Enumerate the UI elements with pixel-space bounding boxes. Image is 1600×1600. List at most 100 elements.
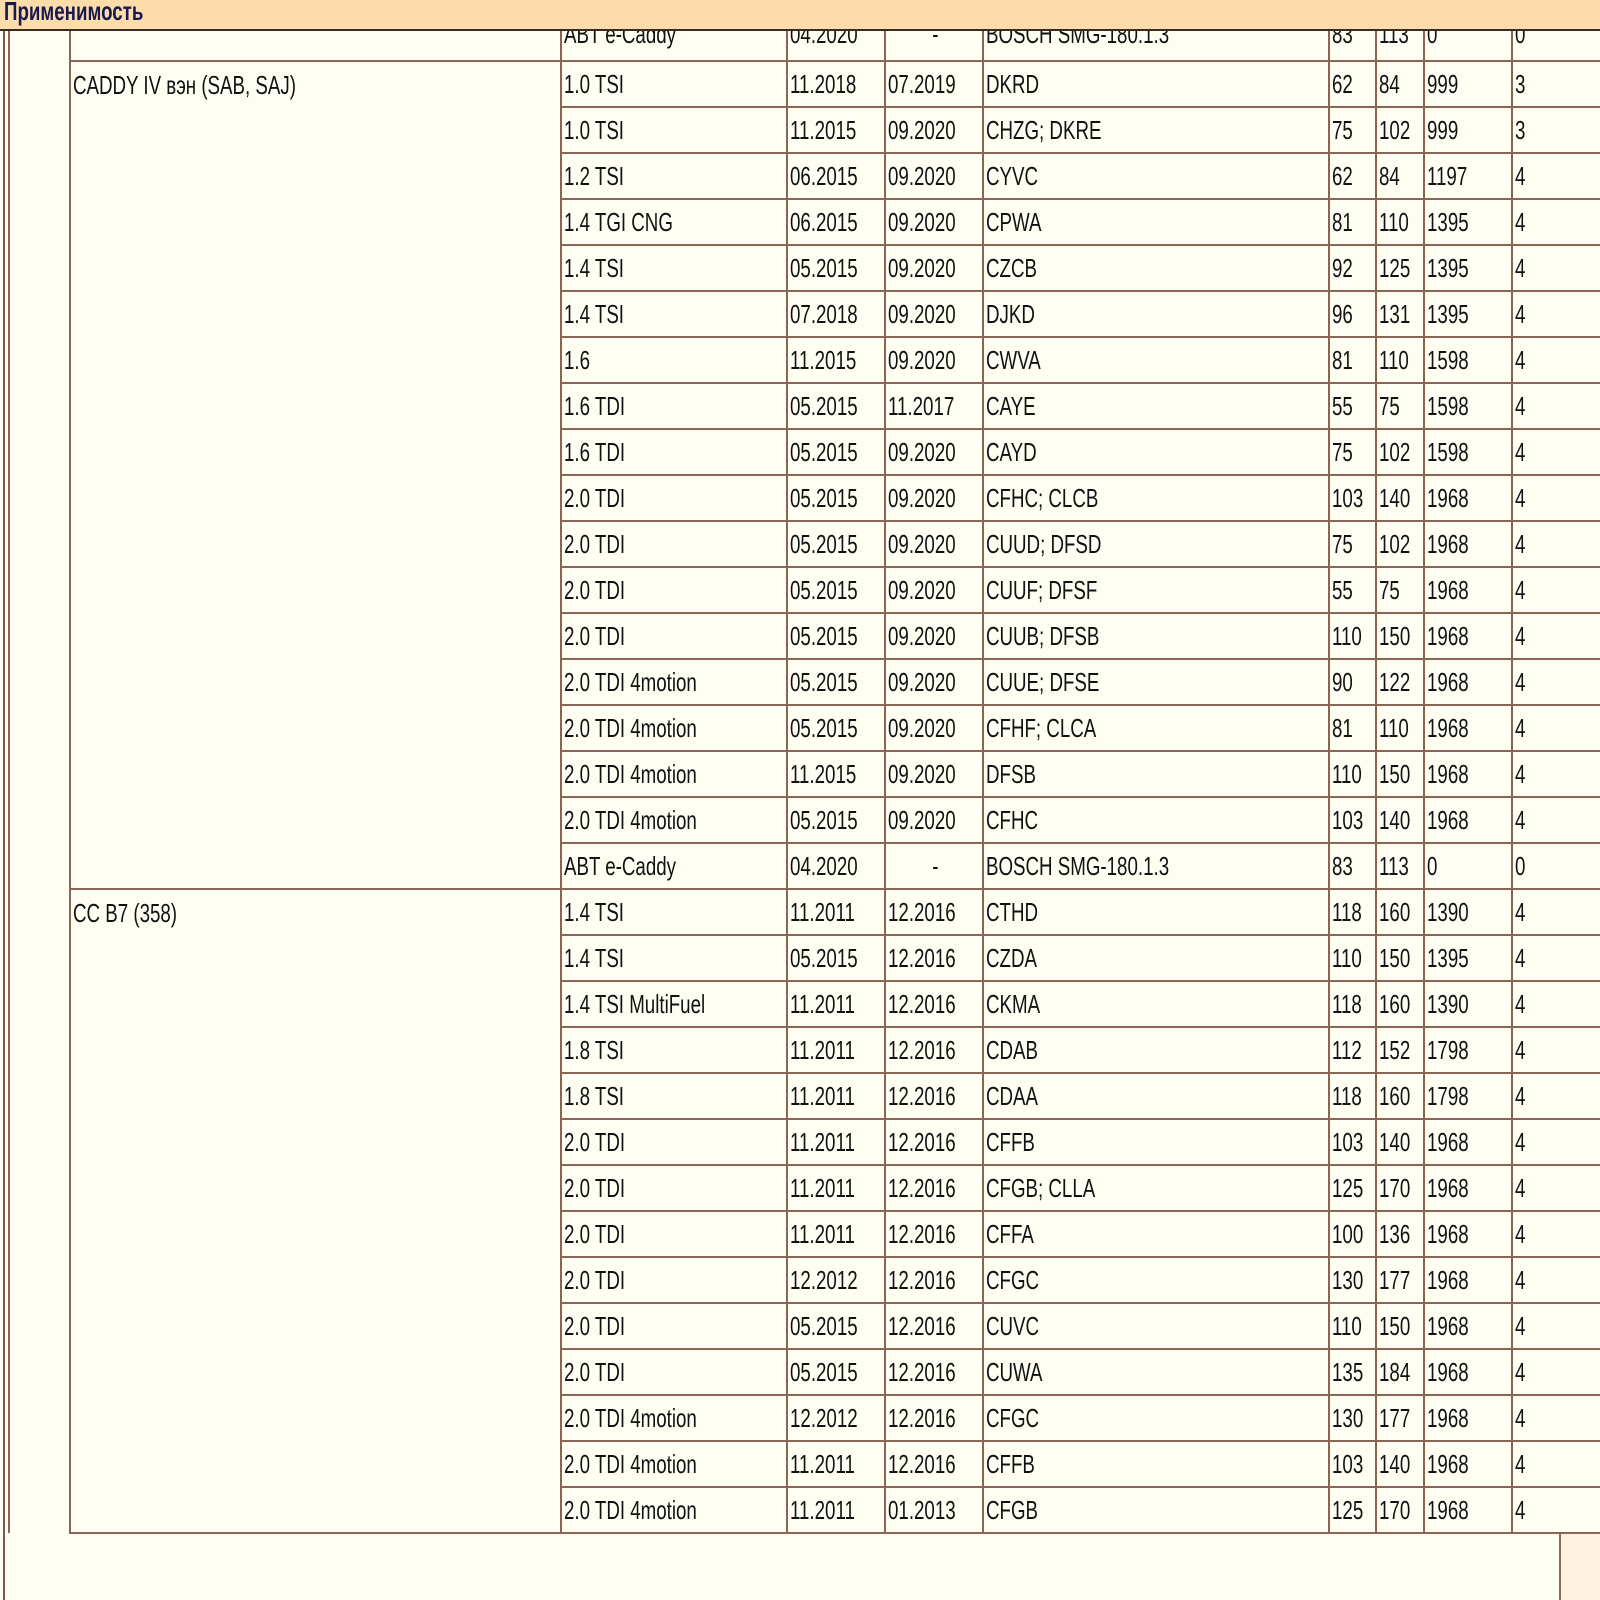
engine-cell-text: 2.0 TDI 4motion <box>563 712 697 743</box>
engine-code-cell-text: CPWA <box>986 206 1042 237</box>
ccm-cell: 1598 <box>1422 336 1514 384</box>
table-row[interactable]: 2.0 TDI 4motion 05.2015 09.2020 CFHC 103 140 1… <box>9 796 1600 844</box>
from-date-cell: 11.2011 <box>786 1072 887 1120</box>
to-date-cell-text: 12.2016 <box>888 1310 956 1341</box>
table-row[interactable]: 1.0 TSI 11.2015 09.2020 CHZG; DKRE 75 102 999 3 <box>9 106 1600 154</box>
table-row[interactable]: 1.4 TSI 05.2015 09.2020 CZCB 92 125 1395 4 <box>9 244 1600 292</box>
engine-code-cell: CFFB <box>982 1118 1330 1166</box>
from-date-cell: 11.2011 <box>786 888 887 936</box>
table-row[interactable]: 1.4 TGI CNG 06.2015 09.2020 CPWA 81 110 1395 4 <box>9 198 1600 246</box>
engine-code-cell-text: CKMA <box>986 988 1041 1019</box>
table-row[interactable]: 2.0 TDI 4motion 11.2011 12.2016 CFFB 103 140 1… <box>9 1440 1600 1488</box>
from-date-cell-text: 05.2015 <box>790 1356 858 1387</box>
cylinders-cell-text: 0 <box>1515 850 1526 881</box>
cylinders-cell-text: 4 <box>1515 758 1526 789</box>
table-row[interactable]: 2.0 TDI 05.2015 09.2020 CUUD; DFSD 75 102 1968… <box>9 520 1600 568</box>
engine-cell: 1.6 TDI <box>559 382 789 430</box>
kw-cell: 103 <box>1327 796 1378 844</box>
to-date-cell: 09.2020 <box>884 796 985 844</box>
to-date-cell-text: 12.2016 <box>888 1402 956 1433</box>
table-row[interactable]: 1.8 TSI 11.2011 12.2016 CDAB 112 152 1798 4 <box>9 1026 1600 1074</box>
hp-cell-text: 75 <box>1379 390 1401 421</box>
table-row[interactable]: 1.4 TSI MultiFuel 11.2011 12.2016 CKMA 118 16… <box>9 980 1600 1028</box>
cylinders-cell-text: 4 <box>1515 1448 1526 1479</box>
table-row[interactable]: 1.6 TDI 05.2015 09.2020 CAYD 75 102 1598 4 <box>9 428 1600 476</box>
kw-cell: 100 <box>1327 1210 1378 1258</box>
table-row[interactable]: 2.0 TDI 4motion 05.2015 09.2020 CUUE; DFSE 9… <box>9 658 1600 706</box>
table-row[interactable]: ABT e-Caddy 04.2020 - BOSCH SMG-180.1.3 83 11… <box>7 31 1600 1533</box>
table-row[interactable]: 1.8 TSI 11.2011 12.2016 CDAA 118 160 1798 4 <box>9 1072 1600 1120</box>
to-date-cell: 09.2020 <box>884 612 985 660</box>
table-row[interactable]: 1.6 11.2015 09.2020 CWVA 81 110 1598 4 <box>9 336 1600 384</box>
engine-cell-text: 2.0 TDI <box>563 620 625 651</box>
table-row[interactable]: 2.0 TDI 11.2011 12.2016 CFFB 103 140 1968 4 <box>9 1118 1600 1166</box>
to-date-cell: 09.2020 <box>884 658 985 706</box>
kw-cell: 83 <box>1327 31 1378 62</box>
table-row[interactable]: 1.4 TSI 07.2018 09.2020 DJKD 96 131 1395 4 <box>9 290 1600 338</box>
to-date-cell-text: 09.2020 <box>888 528 956 559</box>
ccm-cell-text: 1968 <box>1426 1402 1469 1433</box>
to-date-cell: 09.2020 <box>884 704 985 752</box>
hp-cell-text: 102 <box>1379 114 1411 145</box>
table-row[interactable]: 2.0 TDI 4motion 05.2015 09.2020 CFHF; CLCA 8… <box>9 704 1600 752</box>
ccm-cell: 0 <box>1422 842 1514 890</box>
table-row[interactable]: CADDY IV вэн (SAB, SAJ) 1.0 TSI 11.2018 07.… <box>9 60 1600 890</box>
hp-cell-text: 113 <box>1379 850 1410 881</box>
hp-cell-text: 122 <box>1379 666 1411 697</box>
table-row[interactable]: 1.2 TSI 06.2015 09.2020 CYVC 62 84 1197 4 <box>9 152 1600 200</box>
hp-cell-text: 110 <box>1379 344 1410 375</box>
table-row[interactable]: 2.0 TDI 4motion 11.2011 01.2013 CFGB 125 170 1… <box>9 1486 1600 1534</box>
from-date-cell-text: 11.2011 <box>790 1494 856 1525</box>
ccm-cell: 1968 <box>1422 1210 1514 1258</box>
table-row[interactable]: 2.0 TDI 05.2015 09.2020 CUUB; DFSB 110 150 196… <box>9 612 1600 660</box>
to-date-cell: 12.2016 <box>884 1118 985 1166</box>
table-row[interactable]: 2.0 TDI 05.2015 09.2020 CFHC; CLCB 103 140 196… <box>9 474 1600 522</box>
table-row[interactable]: 2.0 TDI 05.2015 09.2020 CUUF; DFSF 55 75 1968 4 <box>9 566 1600 614</box>
to-date-cell-text: 09.2020 <box>888 758 956 789</box>
table-row[interactable]: 1.6 TDI 05.2015 11.2017 CAYE 55 75 1598 4 <box>9 382 1600 430</box>
engine-code-cell: DKRD <box>982 60 1330 108</box>
engine-cell-text: 2.0 TDI 4motion <box>563 804 697 835</box>
ccm-cell-text: 1968 <box>1426 1448 1469 1479</box>
engine-code-cell-text: CFGB; CLLA <box>986 1172 1096 1203</box>
table-row[interactable]: CC B7 (358) 1.4 TSI 11.2011 12.2016 CTHD 118 1… <box>9 888 1600 1534</box>
cylinders-cell-text: 4 <box>1515 942 1526 973</box>
engine-code-cell-text: DJKD <box>986 298 1036 329</box>
table-row[interactable]: 2.0 TDI 05.2015 12.2016 CUVC 110 150 1968 4 <box>9 1302 1600 1350</box>
from-date-cell-text: 11.2011 <box>790 1126 856 1157</box>
from-date-cell: 05.2015 <box>786 1348 887 1396</box>
engine-cell-text: 1.4 TSI <box>563 942 624 973</box>
ccm-cell-text: 1968 <box>1426 1264 1469 1295</box>
hp-cell: 160 <box>1375 1072 1425 1120</box>
from-date-cell: 04.2020 <box>786 842 887 890</box>
cylinders-cell: 4 <box>1511 382 1600 430</box>
cylinders-cell-text: 4 <box>1515 206 1526 237</box>
table-row[interactable]: 2.0 TDI 4motion 11.2015 09.2020 DFSB 110 150 1… <box>9 750 1600 798</box>
cylinders-cell: 4 <box>1511 1118 1600 1166</box>
ccm-cell-text: 0 <box>1426 31 1438 49</box>
kw-cell: 118 <box>1327 888 1378 936</box>
from-date-cell-text: 05.2015 <box>790 574 858 605</box>
ccm-cell-text: 1968 <box>1426 804 1469 835</box>
hp-cell: 140 <box>1375 474 1425 522</box>
table-row[interactable]: 2.0 TDI 4motion 12.2012 12.2016 CFGC 130 177 1… <box>9 1394 1600 1442</box>
from-date-cell-text: 05.2015 <box>790 436 858 467</box>
table-row[interactable]: 2.0 TDI 11.2011 12.2016 CFFA 100 136 1968 4 <box>9 1210 1600 1258</box>
cylinders-cell-text: 4 <box>1515 390 1526 421</box>
table-row[interactable]: ABT e-Caddy 04.2020 - BOSCH SMG-180.1.3 83 11… <box>9 842 1600 890</box>
to-date-cell-text: 09.2020 <box>888 436 956 467</box>
ccm-cell: 1197 <box>1422 152 1514 200</box>
ccm-cell: 1395 <box>1422 290 1514 338</box>
engine-code-cell-text: DFSB <box>986 758 1037 789</box>
table-row[interactable]: 2.0 TDI 12.2012 12.2016 CFGC 130 177 1968 4 <box>9 1256 1600 1304</box>
from-date-cell-text: 11.2011 <box>790 1172 856 1203</box>
table-row[interactable]: 1.4 TSI 05.2015 12.2016 CZDA 110 150 1395 4 <box>9 934 1600 982</box>
table-row[interactable]: 2.0 TDI 11.2011 12.2016 CFGB; CLLA 125 170 196… <box>9 1164 1600 1212</box>
table-row[interactable]: 2.0 TDI 05.2015 12.2016 CUWA 135 184 1968 4 <box>9 1348 1600 1396</box>
from-date-cell-text: 05.2015 <box>790 666 858 697</box>
hp-cell-text: 150 <box>1379 620 1411 651</box>
to-date-cell: 12.2016 <box>884 888 985 936</box>
ccm-cell-text: 1598 <box>1426 344 1469 375</box>
to-date-cell-text: - <box>932 850 939 881</box>
ccm-cell-text: 1798 <box>1426 1034 1469 1065</box>
